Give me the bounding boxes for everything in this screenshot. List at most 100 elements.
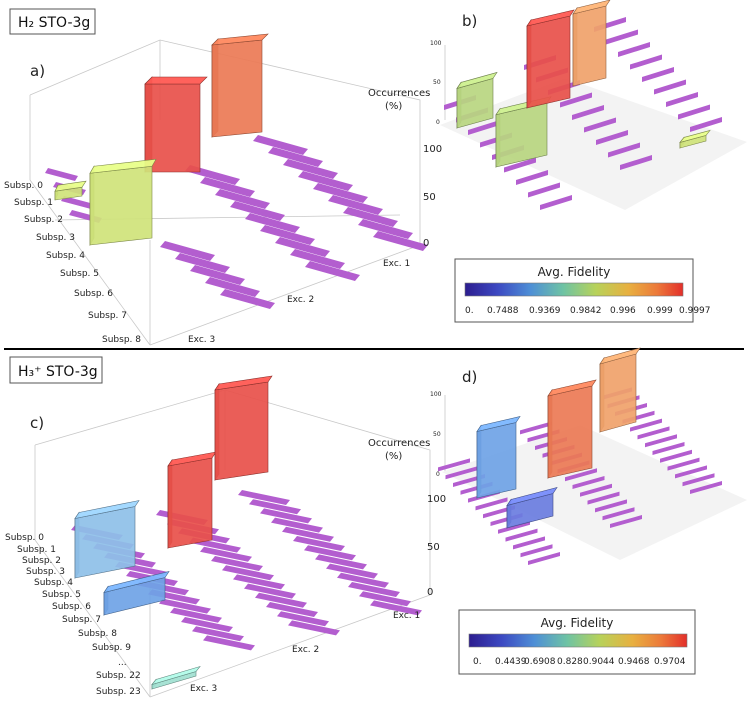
ylabel-a-subsp6: Subsp. 6 [74, 289, 113, 299]
floor-bar-a-exc3-subsp6 [190, 265, 245, 285]
bar-c-exc2-subsp0 [167, 451, 217, 549]
panel-c-floor-bars [71, 490, 422, 651]
floor-bar-c-exc2-row6 [222, 565, 274, 581]
floor-bar-b-lane1-row2 [596, 130, 628, 145]
floor-bar-c-exc2-row9 [255, 592, 307, 608]
floor-bar-c-exc2-row5 [211, 556, 263, 571]
floor-bar-c-exc3-row10 [181, 617, 233, 632]
floor-bar-a-exc3-subsp7 [205, 277, 260, 297]
zlabel-c-occurrences: Occurrences [368, 438, 430, 449]
bar-d-0 [476, 416, 521, 499]
legend-bottom-tick-5: 0.9468 [618, 657, 650, 667]
ztick-a-0: 0 [423, 238, 429, 249]
xlabel-c-exc2: Exc. 2 [292, 645, 319, 655]
floor-bar-d-lane2-row2 [675, 465, 707, 479]
xlabel-a-exc2: Exc. 2 [287, 295, 314, 305]
zlabel-c-percent: (%) [385, 451, 402, 462]
floor-bar-d-lane2-row4 [660, 449, 692, 463]
floor-bar-b-lane0-row6 [468, 120, 500, 135]
panel-b-bars [456, 0, 711, 168]
floor-bar-a-exc2-subsp5 [260, 225, 315, 245]
panel-label-b: b) [462, 12, 477, 30]
ztick-d-100: 100 [430, 391, 442, 398]
floor-bar-b-lane1-row0 [620, 155, 652, 170]
ztick-c-0: 0 [427, 587, 433, 598]
panel-c-xaxis: Exc. 1 Exc. 2 Exc. 3 [190, 611, 420, 694]
legend-bottom-title: Avg. Fidelity [541, 616, 614, 630]
floor-bar-a-exc1-subsp6 [343, 207, 398, 227]
floor-bar-c-exc1-row6 [304, 545, 356, 561]
panel-a-floor-bars [45, 135, 428, 309]
floor-bar-c-exc1-row9 [337, 572, 389, 588]
legend-top-colorbar [464, 282, 684, 297]
floor-bar-c-exc1-row4 [282, 526, 334, 542]
ztick-a-100: 100 [423, 144, 442, 155]
legend-bottom-tick-0: 0. [473, 657, 482, 667]
floor-bar-b-lane0-row1 [528, 182, 560, 198]
floor-bar-a-left-2 [61, 196, 94, 209]
legend-top-title: Avg. Fidelity [538, 265, 611, 279]
floor-bar-c-exc2-row11 [277, 611, 329, 627]
ylabel-c-8: Subsp. 8 [78, 629, 117, 639]
xlabel-a-exc3: Exc. 3 [188, 335, 215, 345]
floor-bar-b-lane2-row3 [654, 79, 686, 95]
panel-a-zaxis: Occurrences (%) 100 50 0 [368, 88, 442, 249]
title-h3: H₃⁺ STO-3g [18, 364, 98, 380]
bar-a-exc3-subsp1 [54, 180, 87, 201]
ylabel-c-4: Subsp. 4 [34, 578, 73, 588]
floor-bar-b-lane0-row0 [540, 195, 572, 210]
floor-bar-d-lane1-row6 [565, 468, 597, 482]
floor-bar-c-exc1-row10 [348, 582, 400, 597]
bar-a-exc3-subsp2 [89, 158, 157, 247]
floor-bar-b-lane2-row6 [618, 42, 650, 57]
floor-bar-c-exc1-row7 [315, 554, 367, 570]
ylabel-c-11: Subsp. 22 [96, 671, 141, 681]
legend-top-tick-4: 0.996 [610, 306, 636, 316]
ylabel-a-subsp8: Subsp. 8 [102, 335, 141, 345]
floor-bar-d-lane0-row0 [528, 552, 560, 565]
floor-bar-a-exc3-subsp4 [160, 241, 215, 261]
floor-bar-c-exc1-row12 [370, 600, 422, 616]
bar-d-2 [547, 379, 597, 479]
bar-c-exc3-subsp4 [103, 571, 170, 616]
legend-top-tick-0: 0. [465, 306, 474, 316]
floor-bar-c-exc1-row1 [249, 499, 301, 515]
bar-c-exc3-subsp3 [74, 500, 140, 579]
panel-label-d: d) [462, 368, 477, 386]
xlabel-c-exc3: Exc. 3 [190, 684, 217, 694]
floor-bar-d-lane2-row0 [690, 481, 722, 494]
panel-c-zaxis: Occurrences (%) 100 50 0 [368, 438, 446, 598]
floor-bar-a-exc1-subsp2 [283, 159, 338, 179]
floor-bar-c-exc2-row7 [233, 574, 285, 590]
floor-bar-a-exc2-subsp7 [290, 249, 345, 269]
floor-bar-c-exc1-row5 [293, 536, 345, 551]
panel-a-yaxis: Subsp. 0 Subsp. 1 Subsp. 2 Subsp. 3 Subsp. 4… [4, 181, 141, 345]
ztick-c-100: 100 [427, 494, 446, 505]
ylabel-c-7: Subsp. 7 [62, 615, 101, 625]
legend-top: Avg. Fidelity 0. 0.7488 0.9369 0.9842 0.996 0… [454, 258, 711, 323]
bar-a-exc1-subsp0 [211, 33, 269, 138]
panel-b-zaxis: 100 50 0 [430, 40, 442, 126]
legend-top-tick-5: 0.999 [647, 306, 673, 316]
floor-bar-d-lane0-row7 [475, 497, 508, 511]
floor-bar-d-lane1-row5 [572, 476, 605, 489]
xlabel-a-exc1: Exc. 1 [383, 259, 410, 269]
floor-bar-c-exc1-row11 [359, 591, 411, 607]
floor-bar-c-exc3-row8 [159, 598, 211, 614]
bar-c-exc1-subsp0 [214, 375, 273, 481]
legend-bottom-tick-6: 0.9704 [654, 657, 686, 667]
ylabel-c-6: Subsp. 6 [52, 602, 91, 612]
floor-bar-d-lane0-row11 [445, 466, 478, 480]
bar-b-4 [679, 129, 711, 149]
floor-bar-d-lane1-row0 [610, 515, 642, 528]
floor-bar-c-exc2-row10 [266, 602, 318, 617]
floor-bar-a-exc2-subsp8 [305, 261, 360, 281]
floor-bar-b-lane1-row4 [572, 105, 604, 120]
legend-top-tick-1: 0.7488 [487, 306, 519, 316]
bar-d-3 [599, 347, 641, 433]
legend-bottom-tick-2: 0.6908 [524, 657, 556, 667]
ylabel-c-1: Subsp. 1 [17, 545, 56, 555]
